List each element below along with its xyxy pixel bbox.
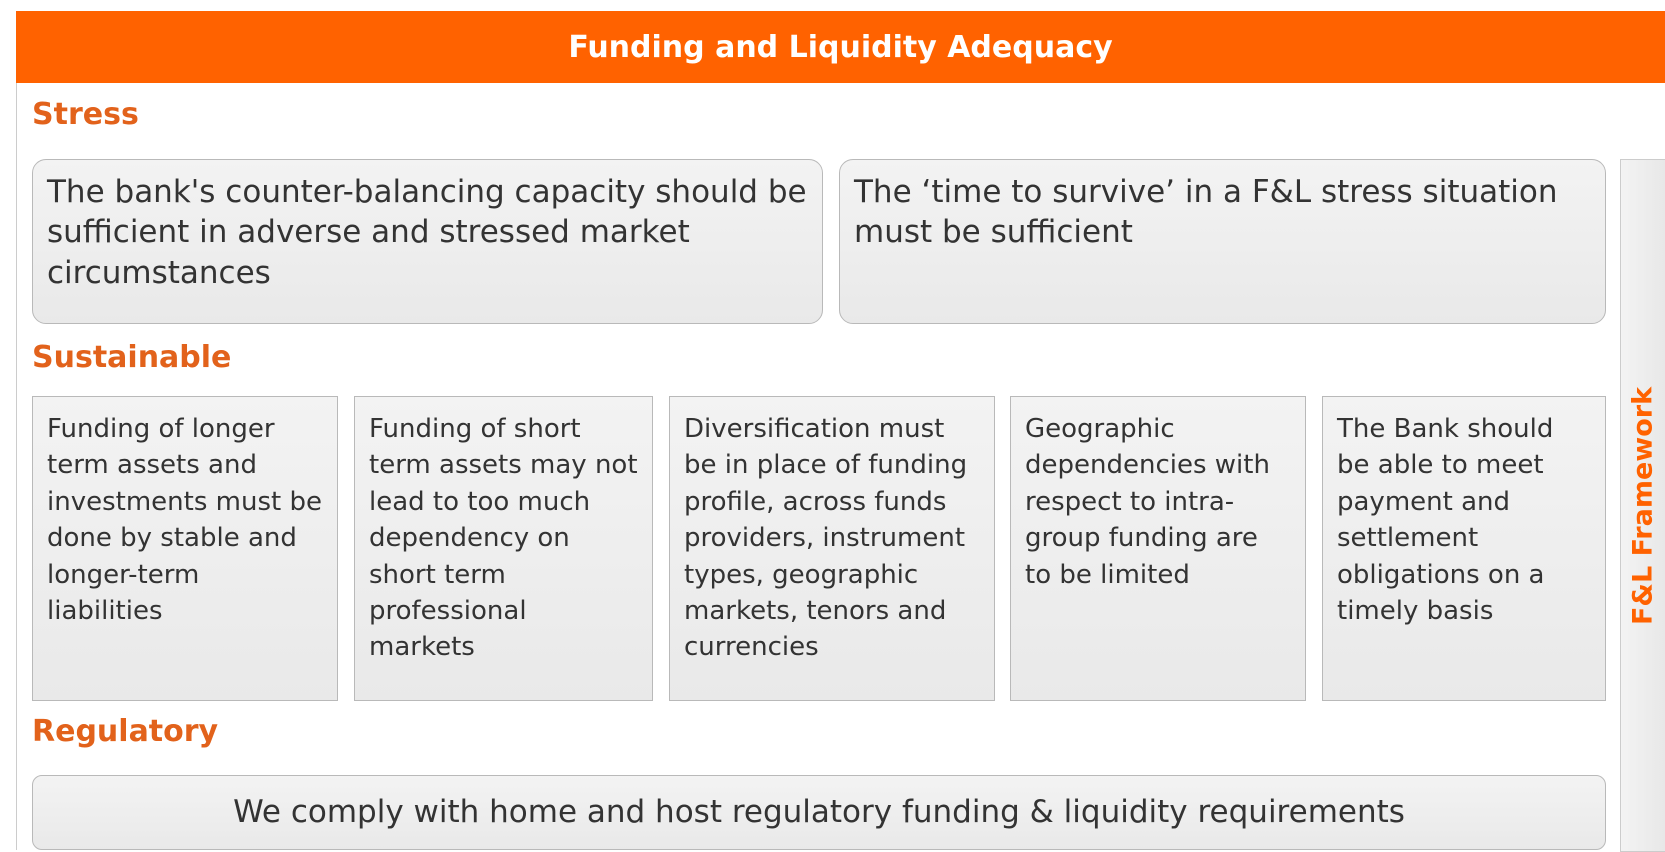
- side-panel: F&L Framework: [1620, 159, 1665, 852]
- regulatory-box: We comply with home and host regulatory …: [32, 775, 1606, 850]
- section-heading: Sustainable: [32, 340, 232, 375]
- sustainable-box: The Bank should be able to meet payment …: [1322, 396, 1606, 701]
- sustainable-box: Funding of short term assets may not lea…: [354, 396, 653, 701]
- frame-line: [16, 83, 17, 850]
- side-label: F&L Framework: [1627, 386, 1659, 625]
- sustainable-box: Diversification must be in place of fund…: [669, 396, 995, 701]
- header-title: Funding and Liquidity Adequacy: [16, 11, 1665, 83]
- section-heading: Stress: [32, 97, 139, 132]
- sustainable-box: Funding of longer term assets and invest…: [32, 396, 338, 701]
- sustainable-box: Geographic dependencies with respect to …: [1010, 396, 1306, 701]
- stress-box: The bank's counter-balancing capacity sh…: [32, 159, 823, 324]
- stress-box: The ‘time to survive’ in a F&L stress si…: [839, 159, 1606, 324]
- section-heading: Regulatory: [32, 714, 219, 749]
